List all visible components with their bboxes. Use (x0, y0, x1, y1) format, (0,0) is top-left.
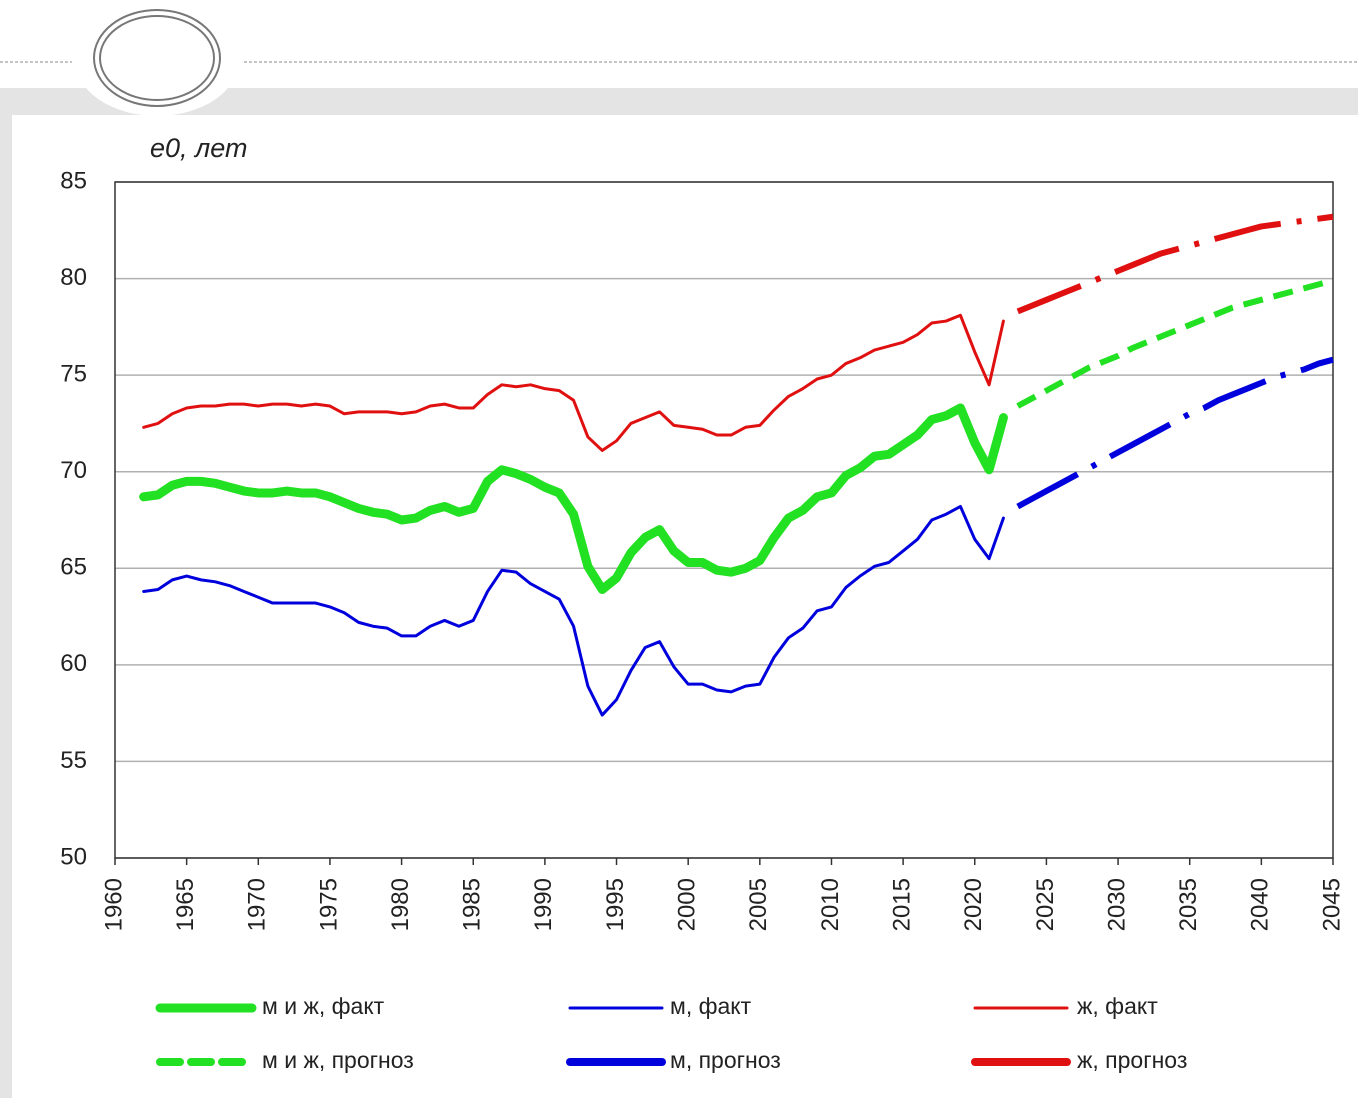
legend-label: м и ж, прогноз (262, 1047, 414, 1073)
y-tick-label: 75 (60, 360, 87, 387)
legend-label: м и ж, факт (262, 993, 385, 1019)
x-tick-label: 1985 (459, 878, 486, 931)
x-tick-label: 2045 (1318, 878, 1345, 931)
chart-area (12, 115, 1358, 1098)
x-tick-label: 2005 (745, 878, 772, 931)
x-tick-label: 1980 (387, 878, 414, 931)
series-line (1016, 277, 1334, 409)
y-axis-label: e0, лет (150, 133, 247, 163)
x-tick-label: 1970 (244, 878, 271, 931)
circle-ring (93, 9, 221, 107)
plot-frame (114, 181, 1334, 859)
x-tick-label: 1995 (602, 878, 629, 931)
header-band (0, 88, 1358, 115)
x-tick-label: 2030 (1103, 878, 1130, 931)
legend-label: ж, прогноз (1077, 1047, 1187, 1073)
x-tick-label: 2035 (1175, 878, 1202, 931)
legend-label: м, факт (670, 993, 752, 1019)
series-line (1016, 213, 1334, 315)
x-tick-label: 2040 (1247, 878, 1274, 931)
side-band (0, 88, 12, 1098)
series-line (139, 403, 1008, 595)
y-tick-label: 55 (60, 747, 87, 774)
x-tick-label: 1960 (100, 878, 127, 931)
x-tick-label: 2020 (960, 878, 987, 931)
x-tick-label: 1975 (315, 878, 342, 931)
y-tick-label: 60 (60, 650, 87, 677)
x-tick-label: 2010 (817, 878, 844, 931)
legend-label: ж, факт (1077, 993, 1158, 1019)
series-line (142, 313, 1005, 452)
y-tick-label: 65 (60, 554, 87, 581)
y-tick-label: 80 (60, 264, 87, 291)
legend-label: м, прогноз (670, 1047, 781, 1073)
series-line (142, 504, 1005, 717)
x-tick-label: 2015 (888, 878, 915, 931)
x-tick-label: 2000 (674, 878, 701, 931)
x-tick-label: 2025 (1032, 878, 1059, 931)
x-tick-label: 1990 (530, 878, 557, 931)
y-tick-label: 70 (60, 457, 87, 484)
circle-ring (99, 15, 215, 101)
y-tick-label: 85 (60, 167, 87, 194)
y-tick-label: 50 (60, 843, 87, 870)
series-line (1016, 356, 1334, 510)
x-tick-label: 1965 (172, 878, 199, 931)
